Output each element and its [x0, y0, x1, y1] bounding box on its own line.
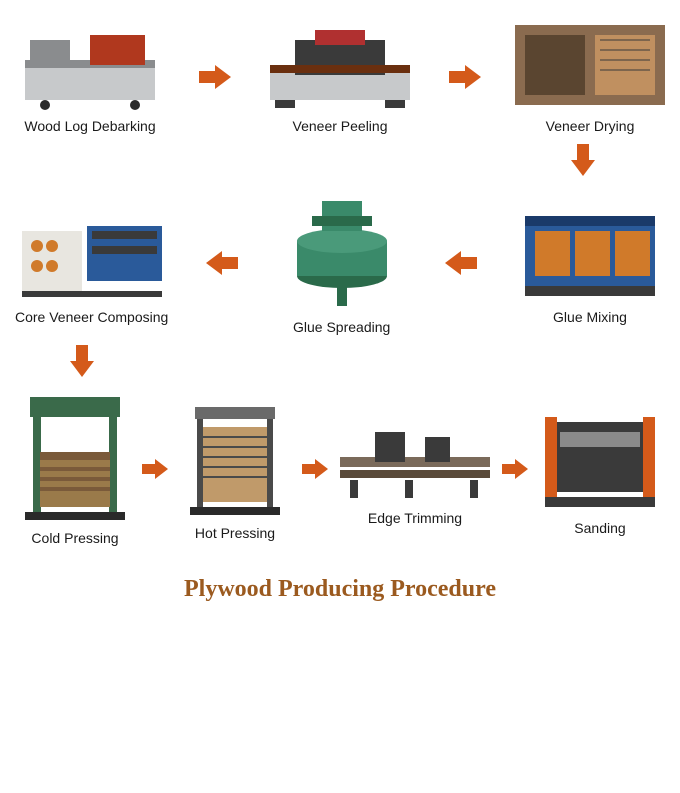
step-sanding: Sanding — [535, 402, 665, 536]
process-row-2: Core Veneer Composing Glue Spreading — [15, 191, 665, 335]
step-label: Cold Pressing — [31, 530, 118, 546]
debarker-machine — [15, 20, 165, 110]
connector-down-2 — [15, 345, 665, 377]
step-label: Veneer Drying — [546, 118, 635, 134]
step-debarking: Wood Log Debarking — [15, 20, 165, 134]
mixer-machine — [515, 201, 665, 301]
step-label: Hot Pressing — [195, 525, 275, 541]
arrow-right-icon — [199, 65, 231, 89]
arrow-right-icon — [502, 459, 528, 479]
dryer-machine — [515, 20, 665, 110]
step-trimming: Edge Trimming — [335, 412, 495, 526]
arrow-right-icon — [449, 65, 481, 89]
coldpress-machine — [15, 392, 135, 522]
arrow-left-icon — [206, 251, 238, 275]
arrow-left-icon — [445, 251, 477, 275]
arrow-right-icon — [142, 459, 168, 479]
step-hot-pressing: Hot Pressing — [175, 397, 295, 541]
step-label: Core Veneer Composing — [15, 309, 168, 325]
step-label: Edge Trimming — [368, 510, 462, 526]
step-cold-pressing: Cold Pressing — [15, 392, 135, 546]
step-label: Glue Mixing — [553, 309, 627, 325]
step-peeling: Veneer Peeling — [265, 20, 415, 134]
step-mixing: Glue Mixing — [515, 201, 665, 325]
connector-down-1 — [15, 144, 665, 176]
step-label: Wood Log Debarking — [24, 118, 155, 134]
process-row-3: Cold Pressing Hot Pressing — [15, 392, 665, 546]
step-spreading: Glue Spreading — [277, 191, 407, 335]
spreader-machine — [277, 191, 407, 311]
peeler-machine — [265, 20, 415, 110]
step-label: Glue Spreading — [293, 319, 390, 335]
step-composing: Core Veneer Composing — [15, 201, 168, 325]
process-row-1: Wood Log Debarking Veneer Peeling — [15, 20, 665, 134]
step-label: Veneer Peeling — [293, 118, 388, 134]
arrow-right-icon — [302, 459, 328, 479]
step-drying: Veneer Drying — [515, 20, 665, 134]
hotpress-machine — [175, 397, 295, 517]
sander-machine — [535, 402, 665, 512]
diagram-title: Plywood Producing Procedure — [15, 576, 665, 603]
step-label: Sanding — [574, 520, 625, 536]
trimmer-machine — [335, 412, 495, 502]
composer-machine — [17, 201, 167, 301]
